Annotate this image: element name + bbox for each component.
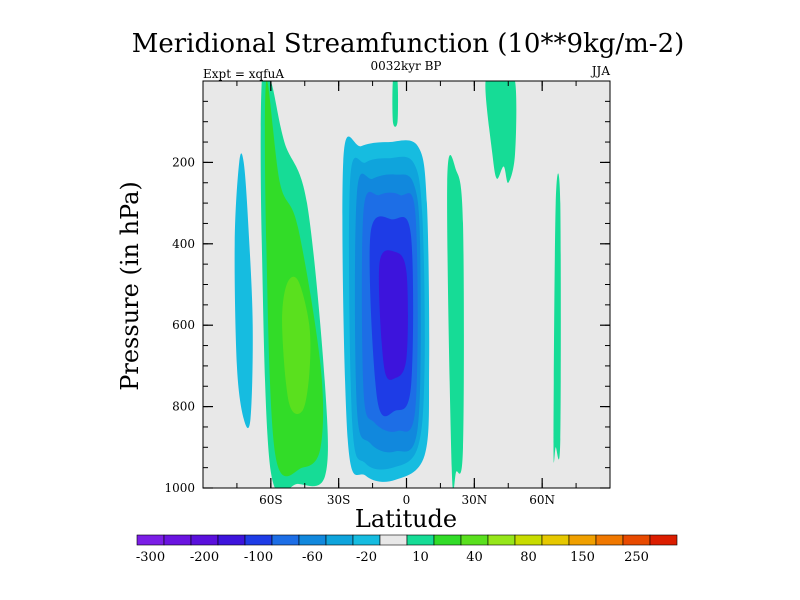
- colorbar-swatch: [514, 534, 543, 546]
- x-axis-label: Latitude: [355, 505, 457, 533]
- contour-northern-mid-streak: [553, 173, 561, 463]
- colorbar-swatch: [298, 534, 327, 546]
- colorbar-swatch: [271, 534, 300, 546]
- x-tick-label: 60S: [259, 493, 283, 507]
- colorbar-swatch: [487, 534, 516, 546]
- colorbar-label: 40: [466, 550, 483, 565]
- contour-hadley-cell-core: [378, 250, 408, 380]
- colorbar-label: 10: [412, 550, 429, 565]
- colorbar-swatch: [217, 534, 246, 546]
- colorbar: -300 -200 -100 -60 -20 10 40 80 150 250: [136, 534, 678, 565]
- contour-equatorial-upper-streak: [392, 81, 399, 127]
- colorbar-swatch: [379, 534, 408, 546]
- colorbar-swatch: [460, 534, 489, 546]
- y-tick-label: 600: [172, 318, 195, 332]
- colorbar-swatch: [406, 534, 435, 546]
- colorbar-swatch: [190, 534, 219, 546]
- colorbar-label: -60: [302, 550, 323, 565]
- time-label: 0032kyr BP: [370, 59, 441, 73]
- plot-area: [203, 81, 610, 488]
- y-axis-label: Pressure (in hPa): [116, 181, 144, 391]
- contour-ferrel-cell-core: [282, 276, 311, 414]
- y-tick-label: 200: [172, 155, 195, 169]
- contour-south-polar-cell-core: [234, 153, 253, 429]
- colorbar-label: -20: [356, 550, 377, 565]
- contour-northern-upper-cell: [485, 81, 517, 183]
- season-label: JJA: [590, 64, 611, 78]
- colorbar-swatch: [622, 534, 651, 546]
- y-tick-label: 400: [172, 237, 195, 251]
- chart-title: Meridional Streamfunction (10**9kg/m-2): [132, 29, 685, 59]
- colorbar-swatch: [136, 534, 165, 546]
- x-tick-label: 60N: [529, 493, 555, 507]
- colorbar-label: 80: [520, 550, 537, 565]
- colorbar-swatch: [541, 534, 570, 546]
- colorbar-label: -200: [190, 550, 219, 565]
- colorbar-label: 150: [570, 550, 595, 565]
- colorbar-swatch: [433, 534, 462, 546]
- colorbar-swatch: [352, 534, 381, 546]
- x-tick-label: 0: [403, 493, 411, 507]
- experiment-label: Expt = xqfuA: [203, 67, 284, 81]
- colorbar-swatch: [163, 534, 192, 546]
- x-tick-label: 30N: [461, 493, 487, 507]
- colorbar-swatch: [325, 534, 354, 546]
- axes: 60S 30S 0 30N 60N 200 400 600 800 1000: [164, 80, 611, 507]
- colorbar-swatch: [649, 534, 678, 546]
- colorbar-label: 250: [624, 550, 649, 565]
- colorbar-swatch: [568, 534, 597, 546]
- colorbar-label: -100: [244, 550, 273, 565]
- contour-subtropical-north-streak: [447, 155, 464, 488]
- y-tick-label: 800: [172, 400, 195, 414]
- colorbar-swatch: [595, 534, 624, 546]
- colorbar-label: -300: [136, 550, 165, 565]
- colorbar-swatch: [244, 534, 273, 546]
- x-tick-label: 30S: [327, 493, 351, 507]
- y-tick-label: 1000: [164, 481, 195, 495]
